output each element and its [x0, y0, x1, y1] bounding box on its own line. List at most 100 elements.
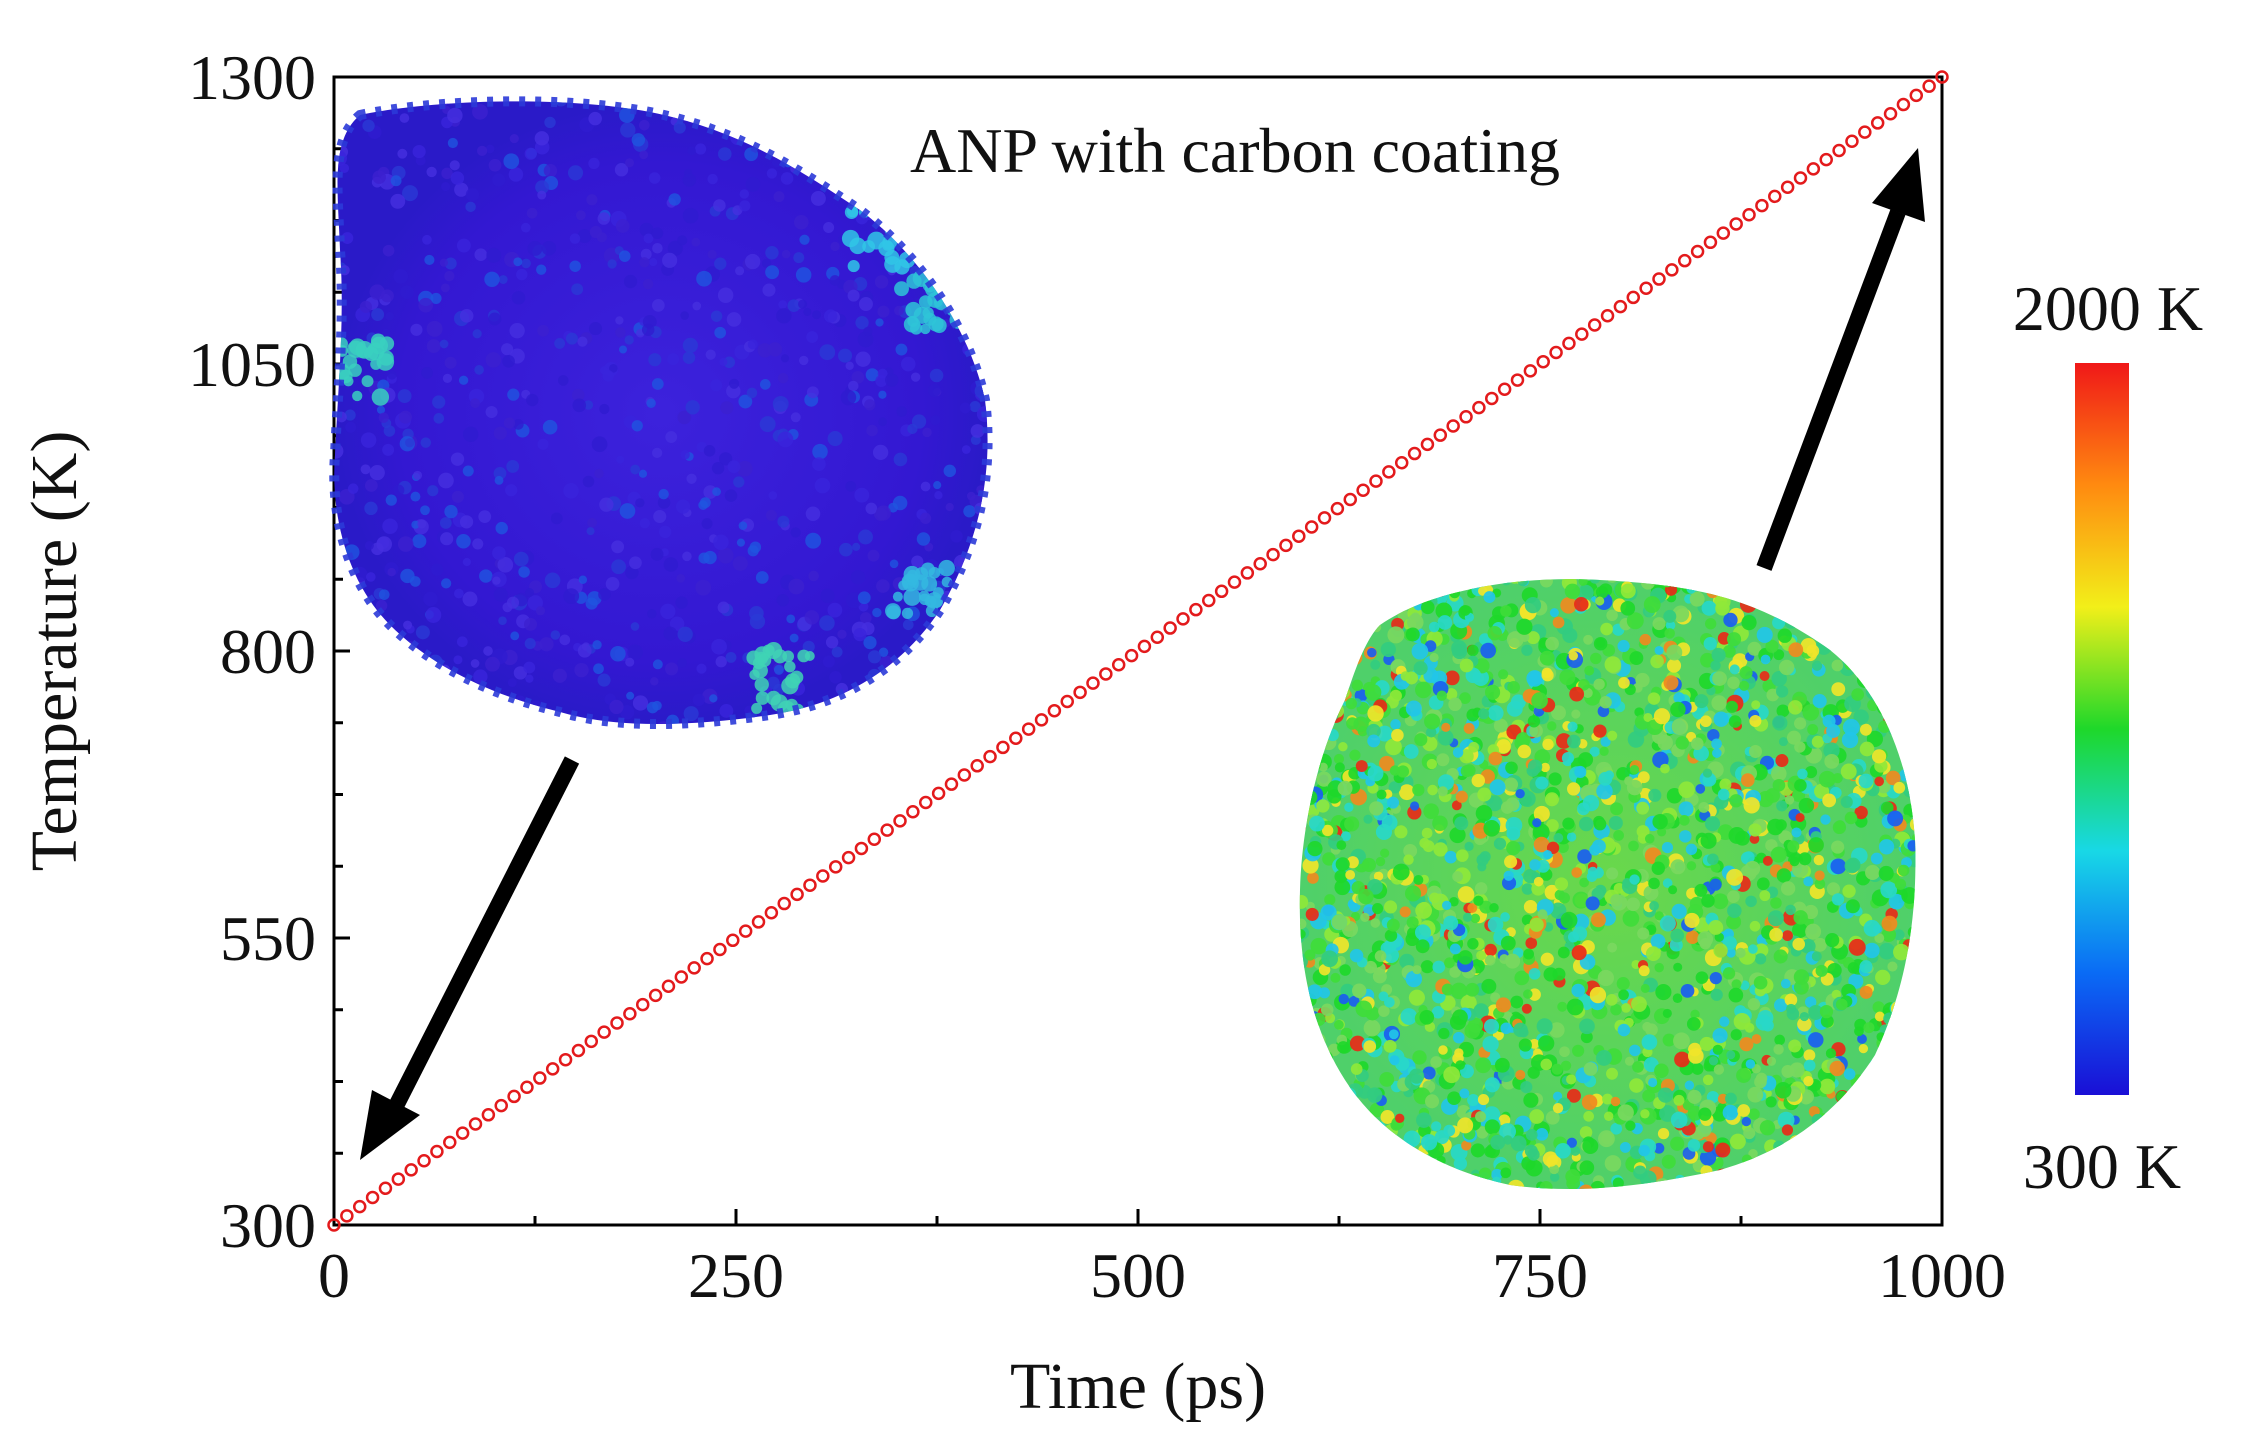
data-point	[1420, 437, 1435, 452]
data-point	[1433, 428, 1448, 442]
data-point	[365, 1190, 380, 1205]
data-point	[970, 759, 984, 773]
data-point	[1909, 88, 1924, 103]
data-point	[545, 1062, 560, 1076]
data-point	[713, 942, 727, 957]
data-point	[1073, 685, 1087, 700]
data-point	[340, 1209, 354, 1223]
data-point	[854, 841, 869, 856]
data-point	[1111, 658, 1126, 672]
data-point	[1510, 373, 1525, 387]
data-point	[1729, 217, 1743, 231]
data-point	[1690, 244, 1705, 259]
data-point	[1613, 299, 1628, 314]
data-point	[468, 1117, 483, 1131]
arrow-to-start	[360, 756, 580, 1160]
data-point	[1780, 180, 1795, 194]
data-point	[417, 1153, 431, 1168]
data-point	[1575, 327, 1589, 341]
data-point	[906, 804, 920, 819]
data-point	[610, 1016, 624, 1030]
data-point	[635, 997, 650, 1012]
data-point	[700, 951, 714, 966]
x-tick-label-3: 750	[1492, 1240, 1588, 1311]
data-point	[404, 1163, 418, 1177]
data-point	[751, 915, 766, 929]
data-point	[1472, 400, 1486, 415]
data-point	[944, 777, 959, 791]
temperature-series	[327, 70, 1949, 1232]
data-point	[957, 768, 972, 782]
data-point	[867, 832, 882, 847]
data-point	[828, 860, 843, 874]
arrow-to-end	[1756, 148, 1925, 571]
data-point	[880, 823, 894, 837]
data-point	[1343, 492, 1358, 507]
data-point	[1536, 354, 1550, 369]
data-point	[1562, 336, 1576, 351]
colorbar	[2075, 363, 2129, 1095]
data-point	[1394, 455, 1409, 470]
data-point	[481, 1108, 496, 1122]
data-point	[1047, 703, 1062, 718]
data-point	[983, 749, 997, 764]
data-point	[1485, 391, 1499, 406]
data-point	[1086, 676, 1100, 690]
data-point	[816, 869, 830, 883]
data-point	[455, 1126, 470, 1140]
data-point	[1369, 474, 1383, 488]
data-point	[1459, 410, 1473, 424]
data-point	[378, 1181, 393, 1196]
data-point	[1755, 198, 1769, 213]
y-tick-label-4: 1300	[188, 42, 316, 113]
data-point	[841, 850, 856, 865]
data-point	[1279, 538, 1293, 553]
data-point	[1665, 263, 1679, 277]
data-point	[1446, 419, 1460, 433]
data-point	[1600, 309, 1615, 323]
data-point	[430, 1144, 444, 1159]
data-point	[1896, 97, 1911, 112]
data-point	[738, 924, 753, 938]
data-point	[1330, 501, 1345, 516]
data-point	[1382, 465, 1396, 479]
y-tick-label-1: 550	[220, 903, 316, 974]
data-point	[1883, 106, 1898, 121]
data-point	[327, 1218, 341, 1232]
chart-annotation: ANP with carbon coating	[910, 115, 1560, 186]
data-point	[1587, 318, 1602, 332]
y-tick-label-2: 800	[220, 616, 316, 687]
data-point	[1009, 731, 1023, 745]
x-tick-label-4: 1000	[1878, 1240, 2006, 1311]
data-point	[1768, 189, 1782, 204]
data-point	[1034, 713, 1049, 727]
data-point	[1099, 667, 1113, 681]
data-point	[443, 1135, 457, 1150]
x-tick-label-0: 0	[318, 1240, 350, 1311]
data-point	[777, 896, 791, 911]
data-point	[1150, 630, 1165, 644]
data-point	[352, 1199, 367, 1214]
data-point	[726, 933, 740, 948]
data-point	[1163, 621, 1177, 635]
data-point	[1304, 520, 1319, 534]
colorbar-max-label: 2000 K	[2013, 273, 2203, 344]
data-point	[1202, 593, 1216, 608]
data-point	[1639, 281, 1653, 295]
data-point	[1793, 171, 1808, 185]
data-point	[1227, 575, 1242, 589]
data-point	[931, 786, 946, 801]
data-point	[1652, 272, 1666, 286]
data-point	[1497, 382, 1512, 397]
data-point	[623, 1007, 637, 1021]
data-point	[1819, 152, 1833, 167]
data-point	[1137, 639, 1152, 654]
x-tick-label-1: 250	[688, 1240, 784, 1311]
data-point	[1832, 143, 1846, 158]
data-point	[1240, 566, 1255, 580]
data-point	[1870, 116, 1885, 130]
data-point	[597, 1025, 611, 1039]
data-point	[1845, 134, 1859, 149]
data-point	[1317, 511, 1332, 525]
